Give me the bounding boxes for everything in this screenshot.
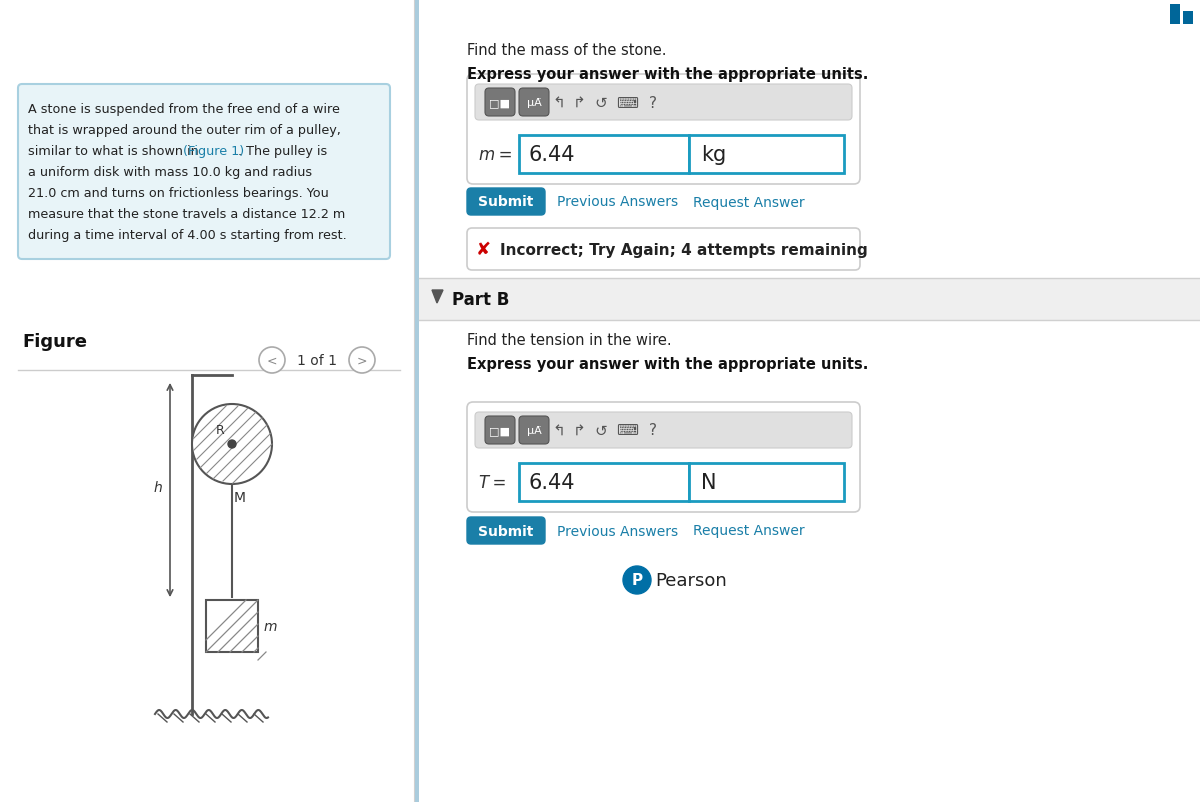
Text: ✘: ✘ [475, 241, 491, 259]
FancyBboxPatch shape [475, 85, 852, 121]
Text: Previous Answers: Previous Answers [557, 524, 678, 538]
Circle shape [349, 347, 374, 374]
Text: measure that the stone travels a distance 12.2 m: measure that the stone travels a distanc… [28, 208, 346, 221]
Text: T =: T = [479, 473, 506, 492]
Text: that is wrapped around the outer rim of a pulley,: that is wrapped around the outer rim of … [28, 124, 341, 137]
Text: P: P [631, 573, 642, 588]
Text: during a time interval of 4.00 s starting from rest.: during a time interval of 4.00 s startin… [28, 229, 347, 241]
Text: >: > [356, 354, 367, 367]
FancyBboxPatch shape [467, 188, 545, 216]
FancyBboxPatch shape [485, 416, 515, 444]
Text: Previous Answers: Previous Answers [557, 195, 678, 209]
FancyBboxPatch shape [467, 403, 860, 512]
Bar [1183, 12, 1193, 25]
Text: Request Answer: Request Answer [694, 524, 805, 538]
FancyBboxPatch shape [467, 229, 860, 270]
Text: μÄ: μÄ [527, 98, 541, 107]
Text: 1 of 1: 1 of 1 [298, 354, 337, 367]
Text: Incorrect; Try Again; 4 attempts remaining: Incorrect; Try Again; 4 attempts remaini… [500, 242, 868, 257]
Bar [415, 0, 419, 802]
FancyBboxPatch shape [475, 412, 852, 448]
Text: Find the tension in the wire.: Find the tension in the wire. [467, 333, 672, 347]
Text: h: h [154, 481, 162, 495]
Text: . The pulley is: . The pulley is [238, 145, 328, 158]
Text: Express your answer with the appropriate units.: Express your answer with the appropriate… [467, 357, 869, 371]
Text: ↰: ↰ [553, 423, 565, 438]
Text: N: N [701, 472, 716, 492]
Text: 21.0 cm and turns on frictionless bearings. You: 21.0 cm and turns on frictionless bearin… [28, 187, 329, 200]
Polygon shape [432, 290, 443, 304]
Text: ↰: ↰ [553, 95, 565, 111]
Bar [520, 464, 689, 501]
Text: ⌨: ⌨ [616, 423, 638, 438]
Text: ?: ? [649, 95, 658, 111]
Text: M: M [234, 490, 246, 504]
FancyBboxPatch shape [485, 89, 515, 117]
Bar [689, 136, 844, 174]
Text: ⌨: ⌨ [616, 95, 638, 111]
Text: Pearson: Pearson [655, 571, 727, 589]
Text: ↱: ↱ [572, 95, 586, 111]
Text: Submit: Submit [479, 524, 534, 538]
Text: 6.44: 6.44 [529, 472, 576, 492]
Bar [520, 136, 689, 174]
Text: Express your answer with the appropriate units.: Express your answer with the appropriate… [467, 67, 869, 82]
Text: ?: ? [649, 423, 658, 438]
Text: ↱: ↱ [572, 423, 586, 438]
Text: m =: m = [479, 146, 512, 164]
Text: □■: □■ [490, 426, 510, 435]
Text: μÄ: μÄ [527, 426, 541, 435]
Text: a uniform disk with mass 10.0 kg and radius: a uniform disk with mass 10.0 kg and rad… [28, 166, 312, 179]
Circle shape [623, 566, 650, 594]
Bar [1170, 5, 1180, 25]
FancyBboxPatch shape [520, 416, 550, 444]
Text: Submit: Submit [479, 195, 534, 209]
Bar [419, 278, 1200, 321]
Text: R: R [216, 424, 224, 437]
Bar [689, 464, 844, 501]
FancyBboxPatch shape [18, 85, 390, 260]
Bar [206, 600, 258, 652]
Circle shape [192, 404, 272, 484]
Text: ↺: ↺ [595, 95, 607, 111]
Text: (Figure 1): (Figure 1) [182, 145, 244, 158]
Circle shape [259, 347, 286, 374]
Text: A stone is suspended from the free end of a wire: A stone is suspended from the free end o… [28, 103, 340, 115]
Circle shape [228, 440, 236, 448]
Text: kg: kg [701, 145, 726, 164]
FancyBboxPatch shape [467, 517, 545, 545]
Text: Figure: Figure [22, 333, 88, 350]
Text: ↺: ↺ [595, 423, 607, 438]
FancyBboxPatch shape [520, 89, 550, 117]
Text: m: m [264, 619, 277, 634]
Text: Request Answer: Request Answer [694, 195, 805, 209]
Text: □■: □■ [490, 98, 510, 107]
FancyBboxPatch shape [467, 75, 860, 184]
Text: similar to what is shown in: similar to what is shown in [28, 145, 203, 158]
Text: 6.44: 6.44 [529, 145, 576, 164]
Text: Part B: Part B [452, 290, 509, 309]
Text: Find the mass of the stone.: Find the mass of the stone. [467, 43, 666, 58]
Text: <: < [266, 354, 277, 367]
